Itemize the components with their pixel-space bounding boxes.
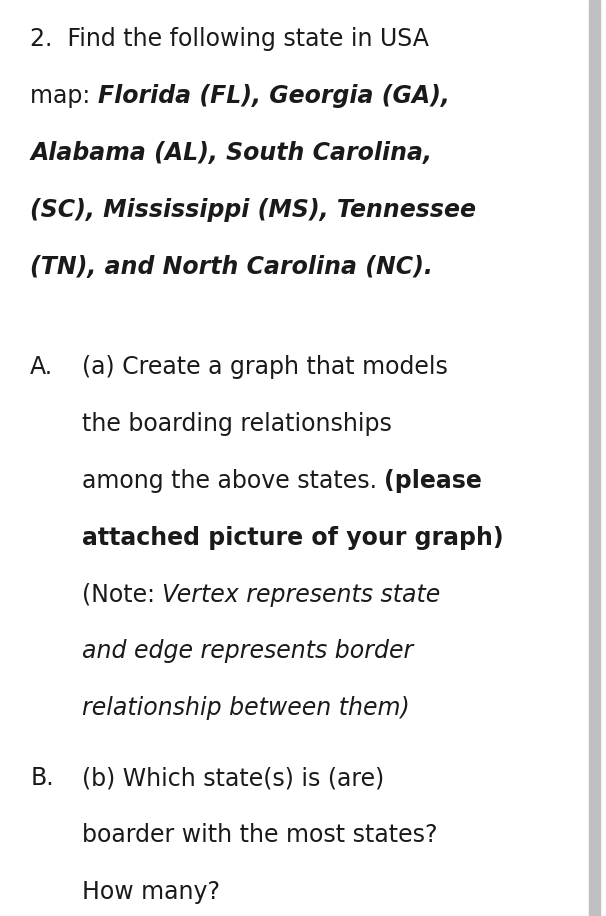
Text: among the above states.: among the above states.	[82, 469, 384, 493]
Text: A.: A.	[30, 355, 53, 379]
Text: and edge represents border: and edge represents border	[82, 639, 413, 663]
Text: (please: (please	[384, 469, 482, 493]
Text: attached picture of your graph): attached picture of your graph)	[82, 526, 504, 550]
Text: Alabama (AL), South Carolina,: Alabama (AL), South Carolina,	[30, 141, 432, 165]
Text: (SC), Mississippi (MS), Tennessee: (SC), Mississippi (MS), Tennessee	[30, 198, 476, 222]
Text: (Note:: (Note:	[82, 583, 162, 606]
Text: 2.  Find the following state in USA: 2. Find the following state in USA	[30, 27, 429, 51]
Text: (a) Create a graph that models: (a) Create a graph that models	[82, 355, 448, 379]
Text: map:: map:	[30, 84, 98, 108]
Text: (TN), and North Carolina (NC).: (TN), and North Carolina (NC).	[30, 255, 433, 278]
Text: Florida (FL), Georgia (GA),: Florida (FL), Georgia (GA),	[98, 84, 450, 108]
Text: (b) Which state(s) is (are): (b) Which state(s) is (are)	[82, 766, 384, 791]
Text: B.: B.	[30, 766, 54, 791]
Text: Vertex represents state: Vertex represents state	[162, 583, 441, 606]
Text: relationship between them): relationship between them)	[82, 696, 410, 720]
Text: boarder with the most states?: boarder with the most states?	[82, 823, 438, 847]
Text: How many?: How many?	[82, 879, 220, 904]
Text: the boarding relationships: the boarding relationships	[82, 412, 391, 436]
